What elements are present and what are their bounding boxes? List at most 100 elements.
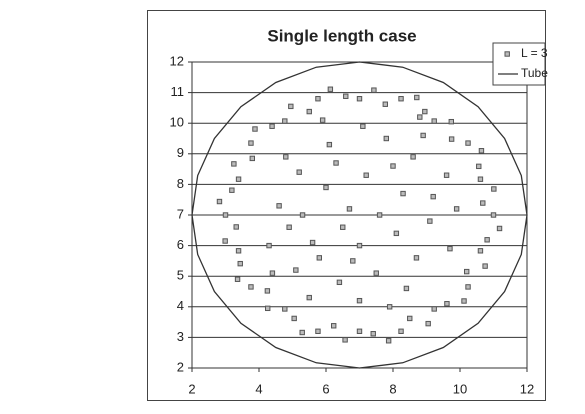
scatter-point <box>356 96 363 102</box>
scatter-point <box>293 267 299 273</box>
y-tick-label: 9 <box>177 145 184 160</box>
scatter-point <box>410 154 416 160</box>
scatter-point <box>400 190 406 197</box>
scatter-point <box>306 294 312 301</box>
scatter-point <box>425 320 431 327</box>
scatter-point <box>315 328 321 334</box>
scatter-point <box>461 298 467 304</box>
scatter-point <box>333 160 339 166</box>
y-tick-label: 8 <box>177 176 184 191</box>
x-tick-label: 6 <box>322 381 329 396</box>
scatter-point <box>413 255 420 261</box>
scatter-point <box>383 135 390 142</box>
scatter-point <box>296 169 302 175</box>
scatter-point <box>235 248 242 254</box>
scatter-point <box>398 328 404 334</box>
scatter-point <box>276 203 282 209</box>
scatter-point <box>444 301 450 307</box>
scatter-point <box>342 337 348 343</box>
scatter-point <box>249 155 256 162</box>
y-tick-label: 12 <box>170 53 184 68</box>
scatter-point <box>309 239 316 246</box>
y-tick-label: 5 <box>177 268 184 283</box>
scatter-point <box>248 284 254 290</box>
scatter-point <box>430 193 436 200</box>
y-tick-label: 3 <box>177 329 184 344</box>
scatter-point <box>482 263 488 269</box>
scatter-point <box>323 184 329 191</box>
scatter-point <box>422 108 428 115</box>
scatter-point <box>476 163 482 170</box>
y-tick-label: 6 <box>177 237 184 252</box>
scatter-point <box>319 117 326 123</box>
scatter-point <box>393 230 400 237</box>
scatter-point <box>490 212 497 218</box>
scatter-point <box>231 161 237 167</box>
x-tick-label: 10 <box>453 381 467 396</box>
scatter-point <box>269 270 276 276</box>
scatter-point <box>326 141 333 148</box>
y-tick-label: 7 <box>177 206 184 221</box>
scatter-point <box>356 328 363 334</box>
scatter-point <box>443 172 450 178</box>
legend-label: L = 3 <box>521 46 548 60</box>
legend-label: Tube <box>521 66 548 80</box>
scatter-point <box>222 238 228 244</box>
chart-frame <box>147 10 546 401</box>
scatter-point <box>371 87 377 93</box>
scatter-point <box>477 176 484 182</box>
scatter-point <box>496 225 503 232</box>
scatter-point <box>407 315 413 322</box>
scatter-point <box>336 279 343 286</box>
y-tick-label: 4 <box>177 298 184 313</box>
scatter-point <box>431 118 437 124</box>
scatter-point <box>222 212 229 218</box>
scatter-point <box>386 304 393 310</box>
scatter-point <box>343 93 349 99</box>
scatter-point <box>477 248 484 254</box>
scatter-point <box>299 212 306 218</box>
scatter-point <box>431 306 437 312</box>
scatter-point <box>248 140 254 146</box>
scatter-point <box>390 163 396 169</box>
scatter-point <box>417 114 423 120</box>
scatter-point <box>331 323 337 329</box>
scatter-point <box>264 288 271 294</box>
scatter-point <box>464 268 470 275</box>
scatter-point <box>427 218 433 224</box>
scatter-point <box>465 284 471 290</box>
scatter-point <box>340 224 346 230</box>
scatter-point <box>465 140 471 146</box>
scatter-point <box>382 101 388 107</box>
tube-line <box>191 61 528 369</box>
scatter-point <box>370 331 376 337</box>
scatter-point <box>403 285 410 292</box>
scatter-point <box>448 136 455 142</box>
scatter-point <box>376 212 383 218</box>
scatter-point <box>282 306 288 312</box>
x-tick-label: 12 <box>520 381 534 396</box>
scatter-point <box>356 242 363 249</box>
legend-box <box>492 42 546 86</box>
scatter-point <box>266 242 272 249</box>
scatter-point <box>448 118 454 125</box>
scatter-point <box>350 258 356 264</box>
scatter-point <box>216 198 223 205</box>
y-tick-label: 10 <box>170 115 184 130</box>
legend-marker <box>504 51 510 57</box>
y-tick-label: 11 <box>171 84 185 99</box>
scatter-point <box>282 118 288 124</box>
x-tick-label: 8 <box>389 381 396 396</box>
scatter-point <box>288 103 294 110</box>
scatter-point <box>237 260 243 267</box>
scatter-point <box>252 126 258 132</box>
scatter-point <box>346 206 353 212</box>
scatter-point <box>265 305 271 312</box>
scatter-point <box>360 123 366 129</box>
scatter-point <box>453 206 460 212</box>
scatter-point <box>447 245 453 252</box>
scatter-point <box>363 172 369 178</box>
x-tick-label: 2 <box>188 381 195 396</box>
scatter-point <box>327 86 334 92</box>
